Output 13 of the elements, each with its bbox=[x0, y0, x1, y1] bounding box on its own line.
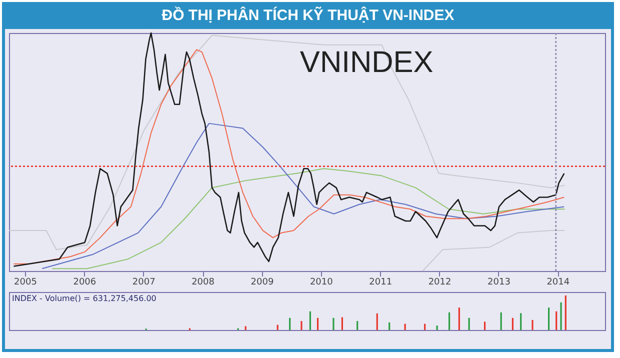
chart-title: ĐỒ THỊ PHÂN TÍCH KỸ THUẬT VN-INDEX bbox=[5, 5, 611, 29]
x-tick-label: 2007 bbox=[132, 278, 156, 288]
x-tick-label: 2014 bbox=[546, 278, 570, 288]
x-tick-label: 2012 bbox=[428, 278, 452, 288]
annotation: INDEX - Volume() = 631,275,456.00 bbox=[12, 294, 156, 303]
x-tick-label: 2008 bbox=[192, 278, 215, 288]
x-tick-label: 2005 bbox=[14, 278, 37, 288]
x-tick-label: 2010 bbox=[310, 278, 334, 288]
x-tick-label: 2011 bbox=[369, 278, 392, 288]
x-tick-label: 2006 bbox=[73, 278, 96, 288]
x-tick-label: 2009 bbox=[250, 278, 274, 288]
annotation: VNINDEX bbox=[300, 46, 434, 79]
x-tick-label: 2013 bbox=[488, 278, 510, 288]
